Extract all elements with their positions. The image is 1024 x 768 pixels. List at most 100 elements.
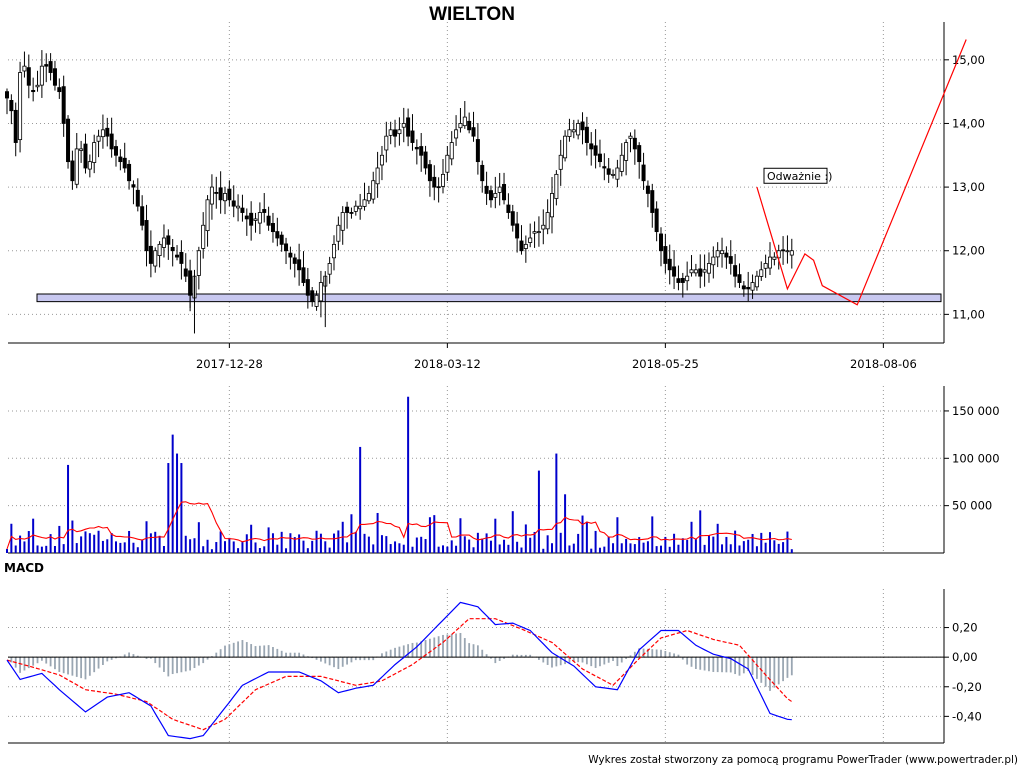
candle-body (100, 129, 105, 138)
macd-histogram-bar (429, 638, 431, 658)
candle-body (310, 290, 315, 303)
macd-histogram-bar (163, 657, 165, 672)
volume-bar (167, 463, 170, 553)
candle-body (567, 129, 572, 137)
volume-bar (415, 537, 418, 553)
macd-histogram-bar (703, 657, 706, 671)
macd-histogram-bar (23, 657, 26, 671)
macd-histogram-bar (62, 657, 65, 674)
candle-body (270, 223, 275, 233)
macd-histogram-bar (459, 632, 462, 658)
macd-histogram-bar (577, 657, 580, 663)
candle-body (140, 206, 145, 226)
macd-histogram-bar (642, 648, 645, 658)
macd-histogram-bar (716, 657, 719, 673)
volume-bar (725, 536, 728, 553)
candle-body (488, 190, 493, 201)
volume-bar (760, 532, 763, 553)
macd-histogram-bar (123, 654, 126, 658)
volume-bar (154, 531, 157, 553)
candle-body (109, 133, 114, 150)
macd-ytick-label-3: -0,40 (952, 709, 982, 723)
candle-body (9, 100, 14, 112)
macd-histogram-bar (660, 649, 662, 658)
macd-histogram-bar (677, 654, 680, 658)
candle-body (353, 205, 358, 212)
candle-body (502, 184, 507, 201)
macd-histogram-bar (258, 645, 261, 658)
volume-bar (206, 539, 209, 553)
volume-bar (786, 531, 789, 553)
candle-body (44, 64, 49, 67)
macd-histogram-bar (167, 657, 170, 677)
price-xtick-label-3: 2018-08-06 (850, 357, 917, 371)
macd-histogram-bar (555, 657, 558, 667)
candle-body (676, 278, 681, 283)
volume-bar (472, 547, 475, 553)
candle-body (746, 286, 751, 290)
candle-body (711, 256, 716, 266)
volume-bar (585, 521, 588, 553)
macd-histogram-bar (402, 645, 405, 658)
volume-bar (367, 536, 370, 553)
volume-bar (324, 541, 327, 553)
candle-body (188, 270, 193, 296)
candle-body (571, 129, 576, 133)
volume-ma-line (6, 501, 792, 550)
macd-histogram-bar (372, 657, 375, 661)
candle-body (331, 243, 336, 259)
candle-body (789, 250, 794, 256)
macd-histogram-bar (729, 657, 732, 673)
annotation-box (763, 167, 828, 184)
volume-bar (590, 548, 593, 553)
macd-histogram-bar (481, 649, 484, 658)
candle-body (454, 129, 459, 139)
volume-bar (84, 531, 87, 553)
macd-histogram-bar (19, 657, 21, 673)
candle-body (693, 269, 698, 274)
candle-body (22, 65, 27, 72)
volume-bar (202, 546, 205, 553)
footer-credit: Wykres został stworzony za pomocą progra… (588, 754, 1018, 766)
candle-body (515, 223, 520, 239)
candle-body (122, 157, 127, 169)
candle-body (305, 279, 310, 296)
macd-histogram-bar (320, 657, 322, 662)
candle-body (318, 282, 323, 302)
candle-body (597, 153, 602, 163)
macd-histogram-bar (668, 652, 671, 658)
volume-bar (237, 548, 240, 553)
candle-body (645, 185, 650, 194)
macd-histogram-bar (625, 657, 628, 659)
candle-body (750, 282, 755, 291)
volume-bar (433, 515, 436, 553)
macd-histogram-bar (228, 644, 231, 658)
macd-histogram-bar (616, 657, 619, 667)
volume-bar (533, 531, 536, 553)
macd-histogram-bar (520, 654, 523, 658)
candle-body (475, 139, 480, 163)
price-xtick-label-2: 2018-05-25 (632, 357, 699, 371)
candle-body (545, 212, 550, 230)
candle-body (720, 250, 725, 255)
volume-bar (36, 545, 39, 553)
candle-body (218, 187, 223, 201)
candle-body (558, 154, 563, 170)
macd-histogram-bar (367, 657, 370, 661)
volume-bar (507, 544, 510, 553)
macd-histogram-bar (27, 657, 30, 669)
volume-bar (315, 530, 318, 553)
macd-histogram-bar (524, 654, 527, 658)
macd-histogram-bar (777, 657, 780, 685)
macd-histogram-bar (511, 654, 514, 658)
volume-bar (210, 549, 213, 553)
volume-bar (346, 542, 349, 553)
macd-histogram-bar (516, 654, 519, 658)
candle-body (528, 237, 533, 243)
macd-histogram-bar (324, 657, 327, 664)
volume-bar (97, 530, 100, 553)
candle-body (74, 148, 79, 185)
macd-histogram-bar (241, 640, 244, 658)
volume-bar (228, 537, 231, 553)
candle-body (262, 209, 267, 213)
